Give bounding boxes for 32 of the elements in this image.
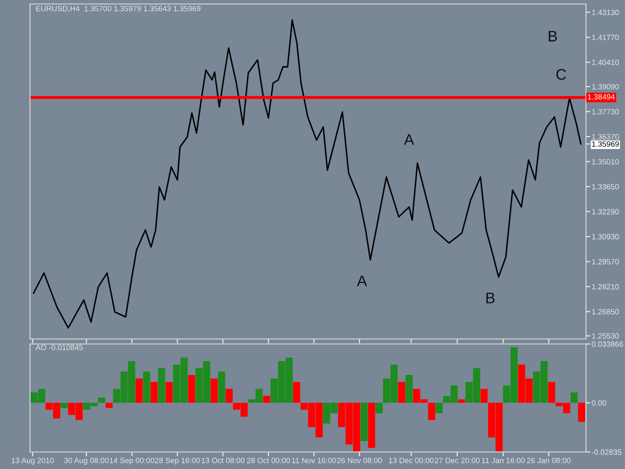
bar: [293, 382, 300, 403]
bar: [570, 392, 578, 403]
bar: [166, 382, 173, 403]
bar: [226, 388, 233, 403]
bar: [368, 402, 376, 448]
annotation: B: [548, 30, 557, 42]
bar: [436, 402, 443, 414]
bar: [210, 378, 218, 403]
bar: [480, 388, 488, 403]
bar: [106, 402, 113, 408]
annotation: A: [404, 134, 414, 145]
bar: [398, 382, 406, 403]
line-series: [32, 19, 582, 329]
bar: [150, 382, 158, 403]
annotation: A: [356, 276, 368, 286]
bar: [360, 402, 368, 441]
bar: [218, 372, 226, 403]
annotation: B: [486, 292, 495, 304]
bar: [578, 402, 586, 422]
bar: [458, 399, 466, 403]
bar: [188, 375, 196, 403]
bar: [376, 402, 383, 414]
bar: [98, 398, 106, 403]
bar: [60, 402, 68, 408]
bar: [428, 402, 436, 420]
bar: [143, 372, 150, 403]
bar: [158, 368, 166, 403]
bar: [548, 382, 556, 403]
bar: [263, 396, 270, 403]
bar: [136, 378, 143, 403]
annotation: C: [556, 69, 566, 80]
bar: [406, 375, 413, 403]
